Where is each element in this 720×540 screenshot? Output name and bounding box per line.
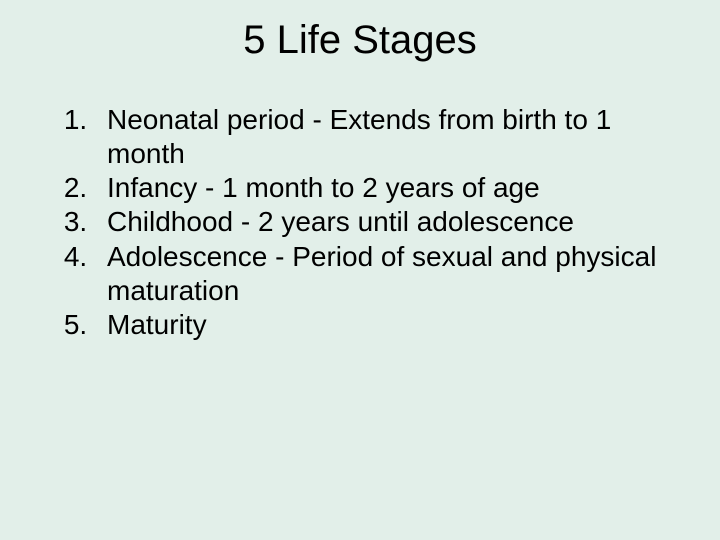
slide-title: 5 Life Stages (30, 18, 690, 63)
list-item: Childhood - 2 years until adolescence (95, 205, 690, 239)
list-item: Neonatal period - Extends from birth to … (95, 103, 690, 171)
list-item: Adolescence - Period of sexual and physi… (95, 240, 690, 308)
list-item: Infancy - 1 month to 2 years of age (95, 171, 690, 205)
list-item: Maturity (95, 308, 690, 342)
life-stages-list: Neonatal period - Extends from birth to … (30, 103, 690, 342)
slide-container: 5 Life Stages Neonatal period - Extends … (0, 0, 720, 540)
